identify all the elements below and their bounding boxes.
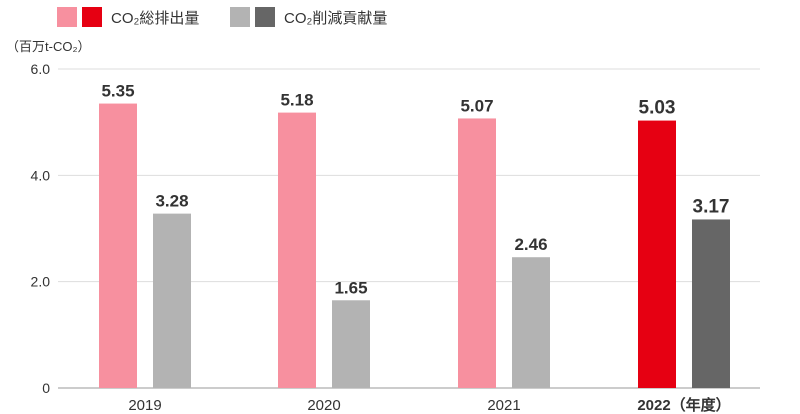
data-label: 5.07 — [460, 96, 493, 115]
legend-swatch-reduction-past — [230, 7, 250, 27]
data-label: 5.03 — [639, 98, 676, 119]
y-tick-label: 0 — [42, 380, 50, 396]
data-label: 2.46 — [514, 235, 547, 254]
data-label: 3.17 — [693, 196, 730, 217]
data-label: 5.18 — [280, 91, 313, 110]
legend-swatch-emissions-current — [82, 7, 102, 27]
legend-reduction: CO₂削減貢献量 — [230, 6, 387, 28]
data-label: 1.65 — [334, 278, 367, 297]
bar-reduction — [692, 219, 730, 388]
x-tick-label: 2021 — [487, 397, 520, 414]
bar-emissions — [99, 103, 137, 388]
legend-label-emissions: CO₂総排出量 — [111, 9, 200, 27]
legend-swatch-reduction-current — [255, 7, 275, 27]
legend-swatch-emissions-past — [57, 7, 77, 27]
bar-emissions — [278, 112, 316, 388]
bar-reduction — [512, 257, 550, 388]
x-tick-label: 2019 — [128, 397, 161, 414]
legend-label-reduction: CO₂削減貢献量 — [284, 9, 388, 27]
y-tick-label: 6.0 — [31, 61, 51, 77]
data-label: 5.35 — [101, 82, 134, 101]
bar-emissions — [458, 118, 496, 388]
bar-emissions — [638, 120, 676, 389]
y-axis-label: （百万t-CO₂） — [6, 39, 91, 54]
y-tick-label: 4.0 — [31, 167, 51, 183]
bar-reduction — [153, 213, 191, 388]
data-label: 3.28 — [155, 192, 188, 211]
legend-emissions: CO₂総排出量 — [57, 6, 199, 28]
x-tick-label: 2020 — [307, 397, 340, 414]
x-tick-label: 2022（年度） — [637, 396, 730, 414]
bar-reduction — [332, 300, 370, 388]
y-tick-label: 2.0 — [31, 274, 51, 290]
